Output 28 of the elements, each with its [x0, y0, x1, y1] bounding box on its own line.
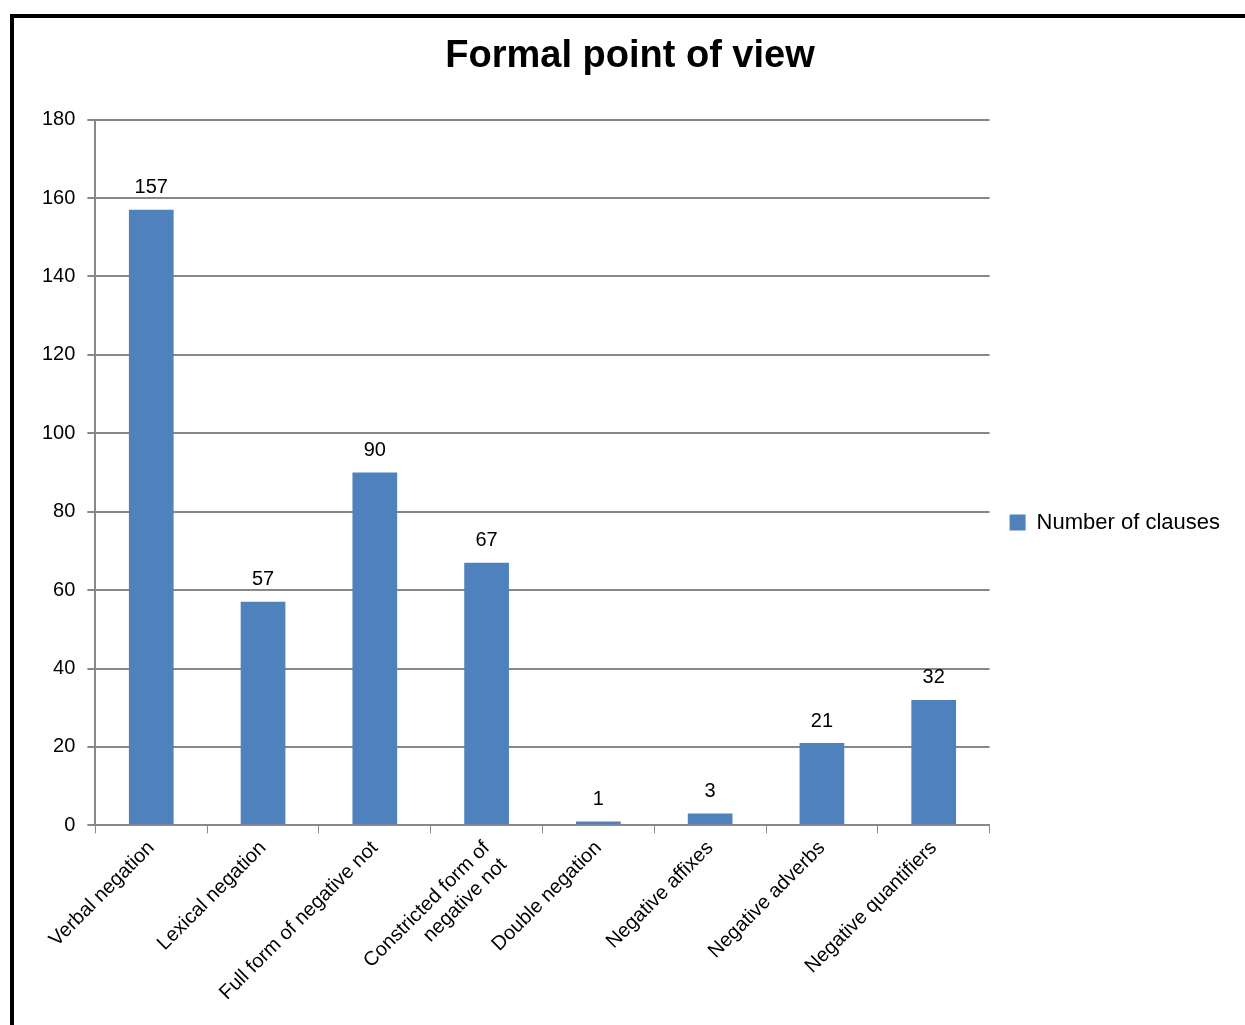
y-tick-label: 0 — [64, 812, 76, 835]
y-tick-label: 60 — [53, 577, 76, 600]
data-label: 21 — [810, 708, 834, 731]
bar — [911, 699, 957, 825]
y-tick-label: 160 — [41, 185, 76, 208]
chart-title: Formal point of view — [445, 33, 816, 76]
y-tick-label: 120 — [41, 342, 76, 365]
y-tick-label: 80 — [53, 499, 76, 522]
bar — [687, 813, 733, 825]
legend-label: Number of clauses — [1036, 508, 1221, 534]
data-label: 157 — [134, 175, 168, 198]
y-tick-label: 180 — [41, 107, 76, 130]
bar — [240, 601, 286, 825]
data-label: 3 — [704, 779, 716, 802]
bar — [352, 472, 398, 825]
bar — [464, 562, 509, 825]
bar — [799, 743, 845, 825]
y-tick-label: 100 — [41, 420, 76, 443]
bar — [576, 821, 621, 825]
y-tick-label: 40 — [53, 656, 76, 679]
data-label: 32 — [922, 665, 945, 688]
data-label: 1 — [592, 786, 604, 809]
data-label: 57 — [251, 567, 275, 590]
y-tick-label: 140 — [41, 263, 76, 286]
data-label: 90 — [363, 437, 386, 460]
bar — [128, 209, 174, 825]
data-label: 67 — [475, 528, 498, 551]
y-tick-label: 20 — [53, 734, 76, 757]
